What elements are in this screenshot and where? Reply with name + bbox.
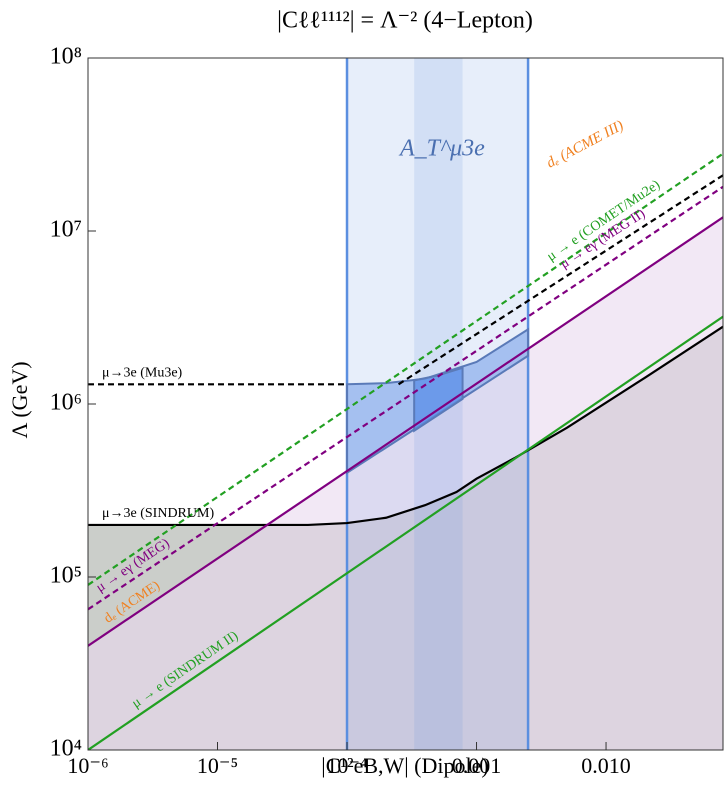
region <box>413 366 464 433</box>
y-tick-label: 10⁷ <box>50 217 82 243</box>
series-line <box>88 325 723 527</box>
series-line <box>88 152 723 586</box>
chart-title: |Cℓℓ¹¹¹²| = Λ⁻² (4−Lepton) <box>277 8 533 34</box>
annotation: A_T^μ3e <box>398 136 485 162</box>
annotation: dₑ (ACME III) <box>544 118 626 172</box>
x-axis-label: |C¹²eB,W| (Dipole) <box>321 753 488 778</box>
series-line <box>88 185 723 611</box>
plot <box>88 58 723 750</box>
y-tick-label: 10⁸ <box>50 44 82 70</box>
y-axis-label: Λ (GeV) <box>7 361 32 438</box>
y-tick-label: 10⁵ <box>50 563 82 589</box>
y-tick-label: 10⁴ <box>50 736 82 762</box>
x-tick-label: 0.001 <box>452 753 502 778</box>
area <box>88 217 723 750</box>
series-label: μ→3e (Mu3e) <box>102 366 183 381</box>
series-line <box>88 216 723 647</box>
x-tick-label: 10⁻⁶ <box>67 753 108 778</box>
series-line <box>397 174 723 386</box>
y-tick-label: 10⁶ <box>50 390 82 416</box>
x-tick-label: 10⁻⁵ <box>197 753 238 778</box>
x-tick-label: 10⁻⁴ <box>326 753 368 778</box>
series-line <box>88 315 723 750</box>
series-label: μ→3e (SINDRUM) <box>102 506 214 521</box>
x-tick-label: 0.010 <box>581 753 631 778</box>
